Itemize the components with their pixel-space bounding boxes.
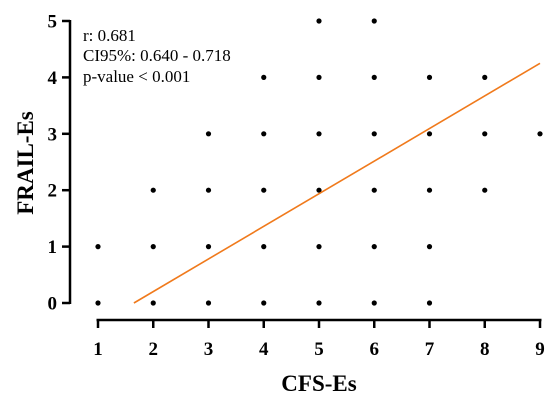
data-point: [316, 18, 322, 24]
annotation-ci95: CI95%: 0.640 - 0.718: [83, 46, 231, 65]
data-point: [150, 187, 156, 193]
data-point: [205, 131, 212, 137]
tick-labels: 0 1 2 3 4 5 1 2 3 4 5 6 7 8 9: [48, 12, 545, 361]
y-tick-label: 2: [48, 181, 58, 202]
x-tick-label: 3: [204, 339, 214, 360]
data-point: [426, 244, 433, 250]
data-point: [371, 244, 377, 250]
data-point: [371, 300, 377, 306]
data-point: [482, 131, 488, 137]
data-point: [537, 131, 543, 137]
data-point: [205, 244, 212, 250]
y-tick-label: 5: [48, 12, 58, 33]
x-tick-label: 5: [314, 339, 324, 360]
data-point: [261, 74, 267, 80]
data-point: [316, 300, 322, 306]
data-point: [426, 300, 433, 306]
y-tick-label: 3: [48, 124, 58, 145]
x-tick-label: 7: [425, 339, 435, 360]
annotation-r: r: 0.681: [83, 26, 136, 45]
annotation-p-value: p-value < 0.001: [83, 67, 190, 86]
x-tick-label: 6: [370, 339, 380, 360]
data-point: [150, 300, 156, 306]
data-point: [426, 187, 433, 193]
y-tick-label: 4: [48, 68, 58, 89]
data-point: [371, 18, 377, 24]
data-point: [95, 300, 101, 306]
data-point: [316, 131, 322, 137]
data-point: [261, 187, 267, 193]
data-point: [426, 74, 433, 80]
data-point: [426, 131, 433, 137]
y-tick-label: 1: [48, 237, 58, 258]
data-point: [371, 187, 377, 193]
data-point: [371, 131, 377, 137]
data-point: [261, 300, 267, 306]
data-point: [316, 74, 322, 80]
x-tick-label: 8: [480, 339, 490, 360]
points-layer: [95, 18, 543, 306]
x-tick-label: 4: [259, 339, 269, 360]
data-point: [95, 244, 101, 250]
data-point: [316, 187, 322, 193]
data-point: [482, 187, 488, 193]
data-point: [150, 244, 156, 250]
data-point: [261, 131, 267, 137]
regression-line: [133, 62, 541, 304]
data-point: [316, 244, 322, 250]
y-axis-title: FRAIL-Es: [13, 111, 38, 215]
x-tick-label: 2: [149, 339, 159, 360]
x-tick-label: 9: [535, 339, 545, 360]
data-point: [205, 300, 212, 306]
data-point: [371, 74, 377, 80]
x-tick-label: 1: [93, 339, 103, 360]
data-point: [261, 244, 267, 250]
x-axis-title: CFS-Es: [281, 371, 356, 396]
data-point: [205, 187, 212, 193]
y-tick-label: 0: [48, 294, 58, 315]
axes: [62, 19, 542, 328]
data-point: [482, 74, 488, 80]
